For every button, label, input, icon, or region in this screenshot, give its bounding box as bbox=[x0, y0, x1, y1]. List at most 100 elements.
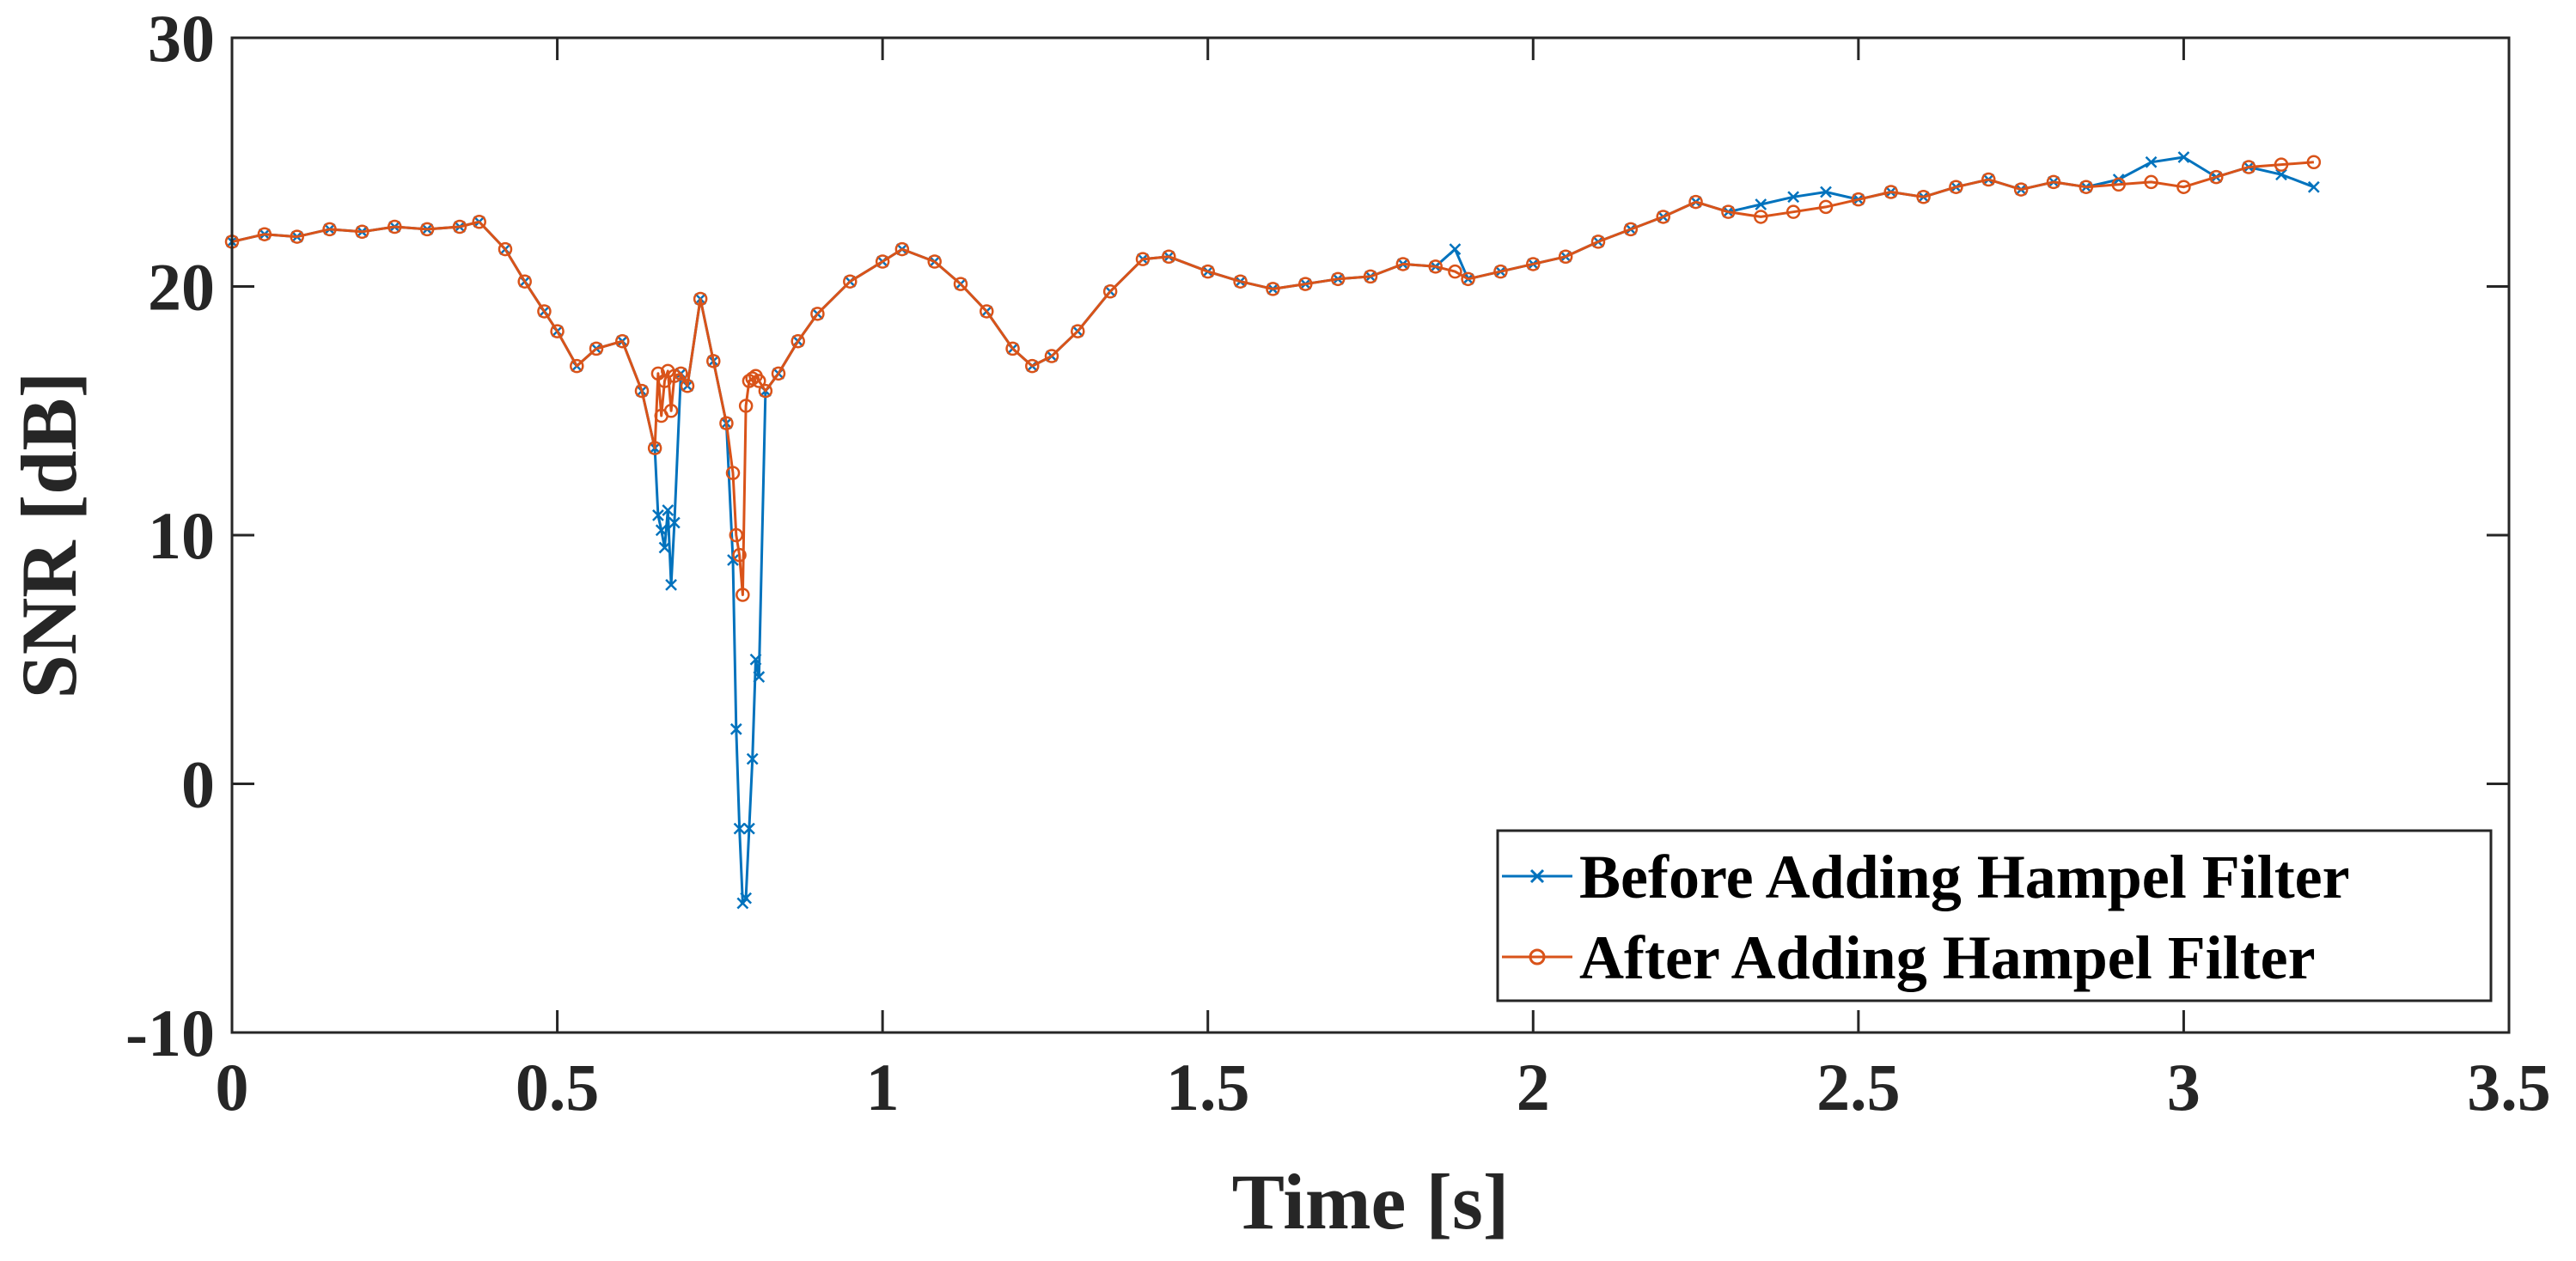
data-point-after bbox=[1025, 358, 1040, 374]
data-point-after bbox=[1233, 274, 1248, 289]
series-layer bbox=[224, 151, 2322, 910]
y-tick-label: 0 bbox=[181, 747, 215, 822]
data-point-before bbox=[1449, 243, 1462, 255]
data-point-after bbox=[663, 404, 679, 418]
series-line-after bbox=[231, 161, 2315, 596]
data-point-after bbox=[810, 307, 825, 321]
data-point-after bbox=[725, 466, 741, 480]
data-point-before bbox=[2307, 180, 2320, 193]
legend-label-before: Before Adding Hampel Filter bbox=[1579, 843, 2350, 911]
data-point-before bbox=[740, 892, 753, 905]
data-point-after bbox=[1071, 324, 1085, 338]
y-tick-label: 30 bbox=[148, 1, 215, 76]
data-point-after bbox=[1395, 257, 1411, 271]
data-point-after bbox=[2306, 155, 2322, 169]
data-point-after bbox=[953, 277, 968, 291]
data-point-before bbox=[2177, 151, 2190, 163]
data-point-after bbox=[517, 274, 532, 289]
data-point-before bbox=[753, 671, 766, 683]
data-point-after bbox=[322, 222, 337, 237]
data-point-after bbox=[894, 241, 910, 257]
data-point-after bbox=[2209, 169, 2224, 185]
data-point-after bbox=[1298, 277, 1313, 291]
data-point-after bbox=[927, 254, 942, 269]
data-point-after bbox=[729, 527, 744, 543]
data-point-after bbox=[738, 399, 754, 413]
data-point-after bbox=[257, 227, 272, 241]
data-point-after bbox=[706, 354, 721, 369]
data-point-after bbox=[2046, 174, 2061, 190]
data-point-after bbox=[1558, 249, 1573, 265]
data-point-after bbox=[497, 241, 513, 257]
data-point-after bbox=[570, 358, 584, 374]
data-point-after bbox=[388, 219, 402, 235]
data-point-after bbox=[1363, 269, 1378, 284]
data-point-after bbox=[2013, 182, 2029, 197]
data-point-after bbox=[758, 383, 773, 399]
x-tick-label: 1 bbox=[866, 1050, 900, 1124]
x-tick-label: 0 bbox=[216, 1050, 249, 1124]
data-point-after bbox=[2111, 177, 2126, 192]
y-tick-label: -10 bbox=[125, 996, 215, 1070]
data-point-after bbox=[1851, 192, 1866, 207]
y-tick-labels: -10 0 10 20 30 bbox=[125, 1, 215, 1070]
data-point-after bbox=[680, 379, 695, 393]
data-point-after bbox=[1005, 341, 1020, 356]
data-point-before bbox=[2145, 155, 2158, 168]
data-point-after bbox=[980, 304, 994, 319]
tick-marks bbox=[230, 36, 2511, 1034]
data-point-after bbox=[736, 588, 750, 602]
data-point-before bbox=[662, 504, 675, 516]
data-point-after bbox=[2241, 160, 2256, 174]
x-tick-label: 1.5 bbox=[1166, 1050, 1250, 1124]
data-point-before bbox=[733, 822, 746, 835]
data-point-before bbox=[729, 722, 742, 735]
y-tick-label: 10 bbox=[148, 498, 215, 573]
data-point-before bbox=[2275, 168, 2287, 181]
data-point-after bbox=[290, 229, 304, 244]
data-point-after bbox=[2176, 180, 2191, 194]
data-point-after bbox=[1623, 222, 1639, 237]
data-point-after bbox=[1102, 284, 1118, 299]
data-point-after bbox=[2079, 180, 2094, 194]
data-point-after bbox=[732, 547, 747, 563]
x-tick-labels: 0 0.5 1 1.5 2 2.5 3 3.5 bbox=[216, 1050, 2551, 1124]
x-tick-label: 3 bbox=[2167, 1050, 2201, 1124]
legend-box bbox=[1496, 829, 2493, 1002]
data-point-after bbox=[1721, 204, 1736, 219]
data-point-before bbox=[749, 653, 762, 666]
data-point-after bbox=[752, 374, 766, 388]
y-tick-label: 20 bbox=[148, 250, 215, 325]
data-point-after bbox=[693, 291, 708, 307]
data-point-after bbox=[843, 274, 858, 289]
x-tick-label: 0.5 bbox=[516, 1050, 600, 1124]
data-point-after bbox=[1266, 282, 1280, 296]
x-axis-label: Time [s] bbox=[1232, 1158, 1510, 1246]
data-point-after bbox=[1448, 264, 1462, 279]
data-point-after bbox=[771, 366, 786, 381]
data-point-before bbox=[727, 554, 739, 566]
data-point-before bbox=[668, 516, 681, 529]
data-point-after bbox=[419, 222, 435, 237]
data-point-after bbox=[1981, 172, 1996, 187]
data-point-after bbox=[1526, 257, 1541, 271]
data-point-after bbox=[719, 416, 734, 430]
data-point-before bbox=[658, 541, 671, 554]
data-point-before bbox=[652, 509, 664, 521]
data-point-after bbox=[791, 333, 805, 349]
data-point-after bbox=[1949, 180, 1963, 194]
data-point-before bbox=[1820, 186, 1832, 198]
data-point-after bbox=[1656, 210, 1670, 224]
data-point-after bbox=[2144, 174, 2158, 190]
data-point-before bbox=[665, 579, 677, 591]
legend-swatch-marker-after bbox=[1529, 948, 1546, 966]
data-point-after bbox=[452, 219, 467, 235]
data-point-after bbox=[647, 441, 662, 455]
data-point-after bbox=[550, 324, 565, 338]
y-axis-label: SNR [dB] bbox=[5, 372, 93, 699]
data-point-after bbox=[1044, 349, 1059, 363]
data-point-after bbox=[1461, 271, 1475, 287]
data-point-after bbox=[674, 366, 688, 381]
data-point-after bbox=[634, 383, 650, 399]
